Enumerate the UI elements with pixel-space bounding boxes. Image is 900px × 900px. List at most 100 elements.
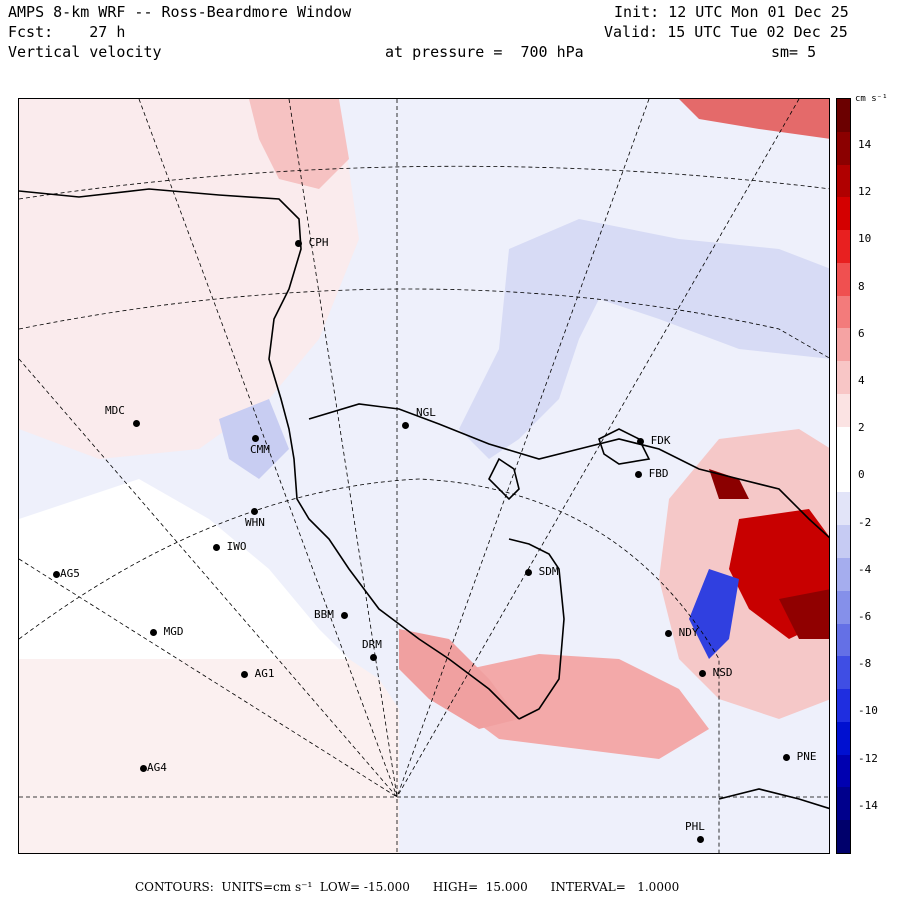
colorbar-tick-label: 6 [858,326,865,340]
station-label: NGL [416,406,436,419]
colorbar-segment [837,426,850,461]
colorbar-segment [837,197,850,231]
station-dot-icon [699,669,706,677]
station-dot-icon [402,421,409,429]
colorbar-segment [837,623,850,657]
red-patch [399,629,519,729]
station-marker: PHL [685,821,705,845]
forecast-hour: Fcst: 27 h [8,23,126,41]
colorbar-segment [837,361,850,395]
colorbar-tick-label: 8 [858,279,865,293]
station-marker: IWO [213,541,247,553]
red-patch [459,654,709,759]
valid-time: Valid: 15 UTC Tue 02 Dec 25 [604,23,848,41]
colorbar-tick-label: -6 [858,610,872,623]
station-dot-icon [252,434,259,442]
station-label: AG5 [60,567,80,580]
station-dot-icon [241,670,248,678]
station-dot-icon [53,570,60,578]
station-dot-icon [213,543,220,551]
colorbar-tick-label: 12 [858,185,872,199]
station-dot-icon [525,568,532,576]
station-dot-icon [697,835,704,843]
station-label: WHN [245,516,265,529]
colorbar-segment [837,590,850,625]
station-marker: WHN [245,505,265,529]
station-marker: CMM [250,432,270,456]
station-marker: FDK [637,435,671,447]
colorbar-segment [837,689,850,723]
station-marker: MGD [150,626,184,638]
map-canvas [19,99,829,853]
station-marker: NDY [665,627,699,639]
station-marker: AG5 [53,568,80,580]
colorbar-segment [837,262,850,297]
station-dot-icon [637,437,644,445]
station-label: MDC [105,404,125,417]
colorbar-segment [837,99,850,133]
colorbar-segment [837,656,850,690]
station-dot-icon [665,629,672,637]
field-name: Vertical velocity [8,43,162,61]
station-label: BBM [314,608,334,621]
colorbar-segment [837,525,850,559]
station-marker: AG1 [241,668,275,680]
smoothing-label: sm= 5 [771,43,817,61]
colorbar-tick-label: -12 [858,751,878,765]
colorbar-segment [837,459,850,493]
station-dot-icon [340,611,348,619]
station-label: FBD [648,467,669,480]
init-time: Init: 12 UTC Mon 01 Dec 25 [614,3,849,21]
graticule [19,99,829,853]
colorbar-segment [837,787,850,821]
colorbar-tick-label: -2 [858,515,872,529]
station-dot-icon [635,470,642,478]
colorbar-segment [837,164,850,198]
station-label: PHL [685,820,705,833]
station-dot-icon [295,239,302,247]
light-red-upper-left [19,99,359,459]
station-label: IWO [226,540,247,553]
station-dot-icon [133,419,140,427]
station-label: AG4 [147,761,167,774]
contour-info: CONTOURS: UNITS=cm s⁻¹ LOW= -15.000 HIGH… [135,880,680,894]
station-marker: DRM [362,639,382,663]
red-patch [249,99,349,189]
station-label: MGD [163,625,184,638]
station-label: AG1 [254,667,275,680]
station-marker: CPH [295,237,329,249]
station-label: FDK [650,434,671,447]
station-label: CPH [308,236,329,249]
station-marker: NSD [699,667,733,679]
station-label: NSD [712,666,733,679]
station-marker: AG4 [140,762,167,774]
station-marker: FBD [635,468,669,480]
station-label: NDY [678,626,699,639]
colorbar-segment [837,394,850,428]
colorbar-tick-label: 4 [858,374,865,387]
station-label: CMM [250,443,270,456]
station-marker: NGL [402,407,436,431]
station-label: PNE [796,750,817,763]
pressure-level: at pressure = 700 hPa [385,43,584,61]
station-marker: BBM [314,609,348,621]
station-dot-icon [251,507,258,515]
strong-updraft [709,469,749,499]
station-dot-icon [783,753,790,761]
map-panel: CPH MDC NGL FDK FBD WHN IWO AG5 SDM BBM … [18,98,830,854]
strong-downdraft [689,569,739,659]
colorbar-segment [837,295,850,329]
colorbar-segment [837,557,850,592]
colorbar-tick-label: 0 [858,468,865,482]
light-red-region [19,659,399,853]
colorbar-tick-label: 14 [858,138,872,151]
colorbar-tick-label: -4 [858,562,872,576]
station-dot-icon [370,653,377,661]
colorbar-segment [837,754,850,788]
colorbar-segment [837,328,850,362]
blue-upper-region [459,219,829,459]
colorbar-tick-label: -8 [858,657,872,671]
colorbar-segment [837,492,850,526]
station-marker: MDC [105,405,140,429]
station-label: SDM [538,565,559,578]
